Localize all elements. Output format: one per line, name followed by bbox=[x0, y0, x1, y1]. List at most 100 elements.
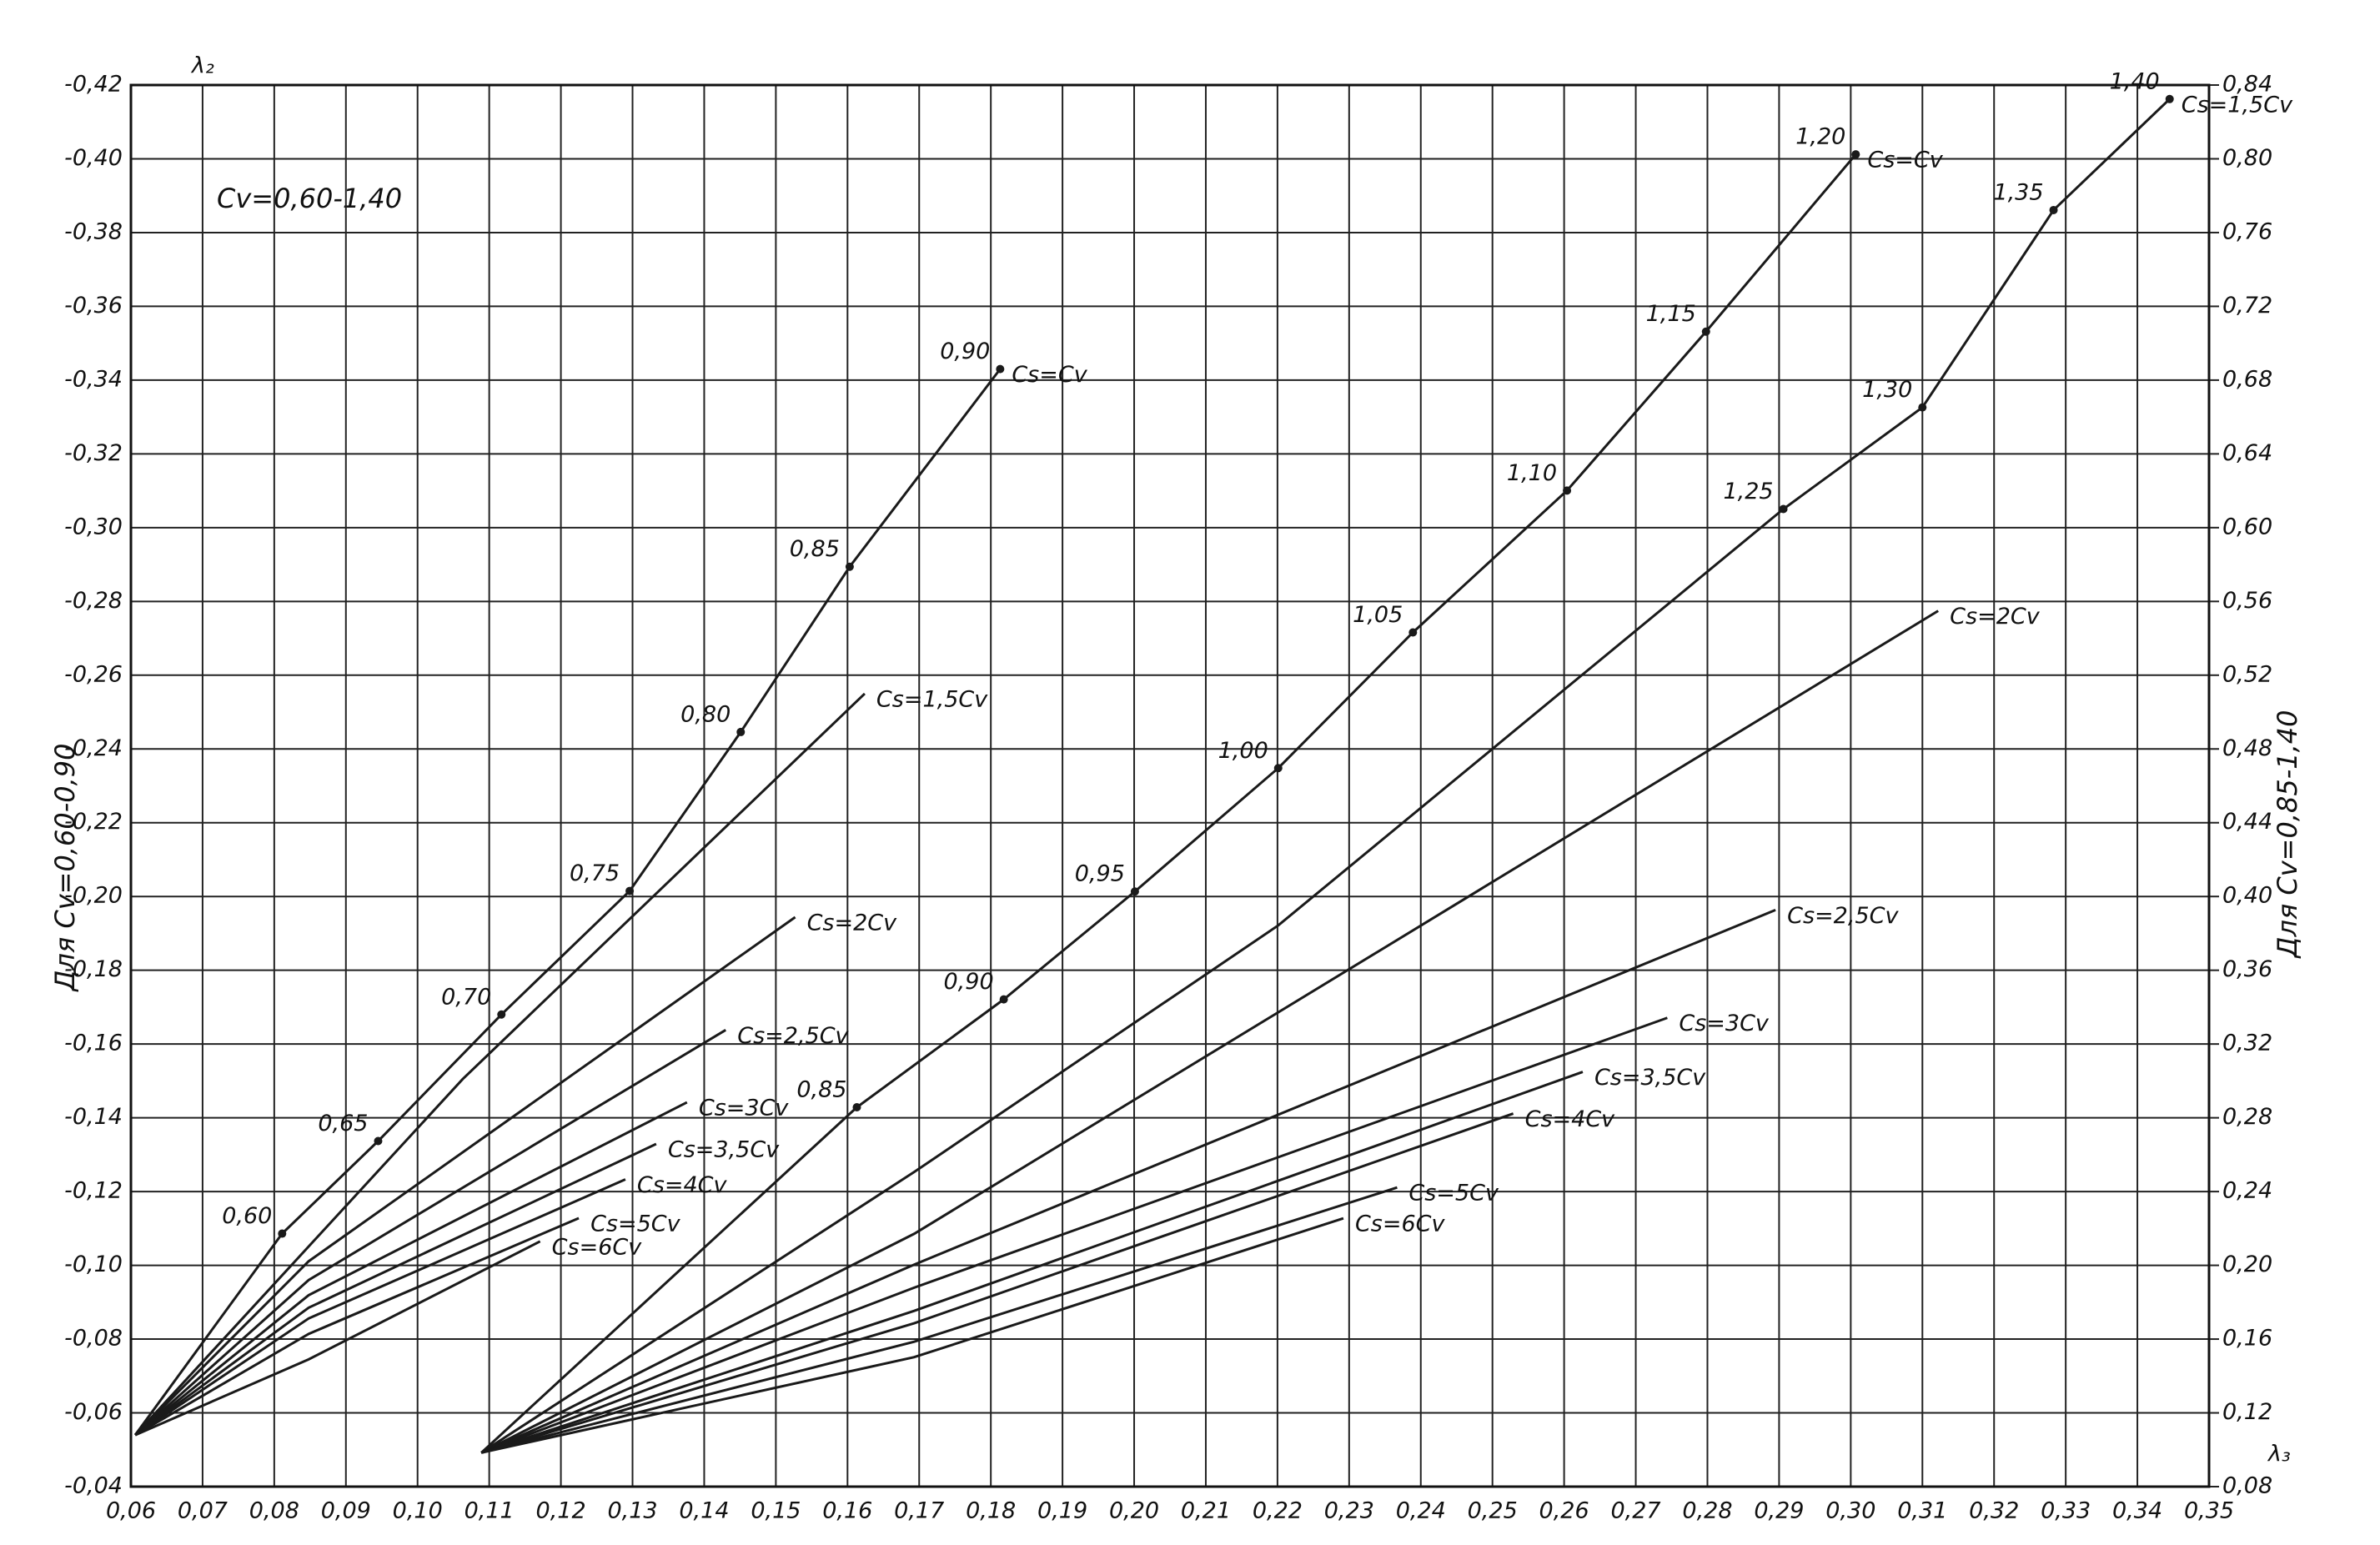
x-tick-label: 0,14 bbox=[679, 1498, 729, 1524]
y2-tick-label: 0,08 bbox=[2222, 1473, 2272, 1499]
y2-axis-title: Для Cv=0,85-1,40 bbox=[2272, 710, 2303, 959]
plot-frame bbox=[129, 83, 2211, 1488]
curve-label: Cs=3Cv bbox=[1679, 1011, 1770, 1036]
curve bbox=[480, 153, 1857, 1454]
point bbox=[625, 886, 635, 895]
point-label: 1,15 bbox=[1646, 301, 1696, 327]
point-label: 1,25 bbox=[1723, 479, 1773, 504]
point bbox=[278, 1229, 287, 1238]
x-tick-label: 0,17 bbox=[894, 1498, 944, 1524]
y2-tick-label: 0,76 bbox=[2222, 218, 2272, 244]
y2-tick-label: 0,24 bbox=[2222, 1178, 2272, 1204]
point bbox=[996, 364, 1005, 374]
curve-label: Cs=3,5Cv bbox=[1594, 1065, 1706, 1091]
point-label: 0,95 bbox=[1075, 861, 1125, 887]
curve-label: Cs=2,5Cv bbox=[1787, 903, 1899, 929]
y-tick-label: -0,28 bbox=[64, 588, 123, 614]
curve-label: Cs=5Cv bbox=[590, 1211, 681, 1237]
curve-label: Cs=1,5Cv bbox=[876, 686, 988, 712]
chart-title: Cv=0,60-1,40 bbox=[217, 183, 402, 214]
point bbox=[852, 1103, 861, 1112]
curve-label: Cs=2Cv bbox=[1950, 604, 2041, 630]
point-label: 0,90 bbox=[944, 969, 994, 995]
point bbox=[845, 562, 854, 571]
x-tick-label: 0,26 bbox=[1539, 1498, 1589, 1524]
point-label: 0,60 bbox=[222, 1203, 272, 1229]
point bbox=[1779, 504, 1788, 514]
y2-tick-label: 0,84 bbox=[2222, 72, 2272, 98]
point-label: 1,05 bbox=[1353, 602, 1403, 628]
y-tick-label: -0,12 bbox=[64, 1178, 123, 1204]
point bbox=[374, 1136, 383, 1146]
x-tick-label: 0,25 bbox=[1468, 1498, 1518, 1524]
curve bbox=[480, 98, 2171, 1454]
y-tick-label: -0,18 bbox=[64, 956, 123, 982]
y-tick-label: -0,40 bbox=[64, 145, 123, 171]
point-label: 0,65 bbox=[318, 1111, 368, 1136]
point-label: 1,00 bbox=[1218, 738, 1268, 764]
y-symbol: λ₂ bbox=[190, 53, 214, 79]
point bbox=[1851, 150, 1860, 159]
curve-label: Cs=Cv bbox=[1012, 362, 1087, 388]
x-tick-label: 0,20 bbox=[1109, 1498, 1159, 1524]
x-tick-label: 0,30 bbox=[1825, 1498, 1875, 1524]
y-tick-label: -0,42 bbox=[64, 72, 123, 98]
point-label: 0,75 bbox=[570, 860, 620, 886]
curve bbox=[134, 1029, 726, 1437]
point-label: 1,35 bbox=[1993, 179, 2043, 205]
curve bbox=[134, 1101, 688, 1437]
point-label: 0,90 bbox=[940, 339, 990, 364]
curve bbox=[134, 1216, 580, 1437]
point bbox=[736, 727, 746, 736]
y2-tick-label: 0,20 bbox=[2222, 1252, 2272, 1277]
x-tick-label: 0,18 bbox=[966, 1498, 1016, 1524]
x-tick-label: 0,27 bbox=[1610, 1498, 1660, 1524]
curve bbox=[480, 1216, 1344, 1454]
curve bbox=[134, 692, 866, 1437]
point-label: 1,20 bbox=[1795, 124, 1845, 150]
x-tick-label: 0,11 bbox=[464, 1498, 515, 1524]
curve-label: Cs=3Cv bbox=[699, 1096, 790, 1121]
x-tick-label: 0,28 bbox=[1682, 1498, 1732, 1524]
y-tick-label: -0,20 bbox=[64, 883, 123, 909]
point bbox=[2049, 205, 2058, 214]
y2-tick-label: 0,48 bbox=[2222, 735, 2272, 761]
x-tick-label: 0,31 bbox=[1897, 1498, 1947, 1524]
y-tick-label: -0,14 bbox=[64, 1104, 123, 1130]
x-tick-label: 0,23 bbox=[1324, 1498, 1374, 1524]
x-tick-label: 0,16 bbox=[822, 1498, 872, 1524]
point bbox=[2165, 94, 2174, 103]
point bbox=[1408, 628, 1418, 637]
x-tick-label: 0,06 bbox=[106, 1498, 156, 1524]
y2-tick-label: 0,60 bbox=[2222, 514, 2272, 539]
point bbox=[1130, 887, 1139, 896]
point bbox=[1273, 764, 1283, 773]
curve-label: Cs=4Cv bbox=[637, 1172, 728, 1198]
x-tick-label: 0,24 bbox=[1396, 1498, 1446, 1524]
x-tick-label: 0,19 bbox=[1037, 1498, 1087, 1524]
x-tick-label: 0,10 bbox=[393, 1498, 443, 1524]
y-tick-label: -0,16 bbox=[64, 1031, 123, 1056]
y2-tick-label: 0,16 bbox=[2222, 1326, 2272, 1352]
point bbox=[497, 1010, 506, 1019]
curve-label: Cs=6Cv bbox=[1355, 1211, 1446, 1237]
curve-label: Cs=4Cv bbox=[1525, 1106, 1616, 1132]
x-tick-label: 0,33 bbox=[2041, 1498, 2091, 1524]
curve bbox=[134, 1240, 541, 1437]
y2-tick-label: 0,64 bbox=[2222, 440, 2272, 466]
x-tick-label: 0,22 bbox=[1253, 1498, 1303, 1524]
y-tick-label: -0,08 bbox=[64, 1326, 123, 1352]
curve-label: Cs=6Cv bbox=[552, 1234, 643, 1260]
curve bbox=[480, 1016, 1668, 1454]
y2-tick-label: 0,40 bbox=[2222, 883, 2272, 909]
x-tick-label: 0,21 bbox=[1181, 1498, 1231, 1524]
point-label: 1,10 bbox=[1507, 460, 1557, 486]
point-label: 0,85 bbox=[790, 536, 840, 562]
point bbox=[1563, 486, 1572, 495]
x-tick-label: 0,35 bbox=[2184, 1498, 2234, 1524]
y-tick-label: -0,10 bbox=[64, 1252, 123, 1277]
y-tick-label: -0,38 bbox=[64, 218, 123, 244]
curve-label: Cs=2,5Cv bbox=[737, 1023, 849, 1049]
y-tick-label: -0,36 bbox=[64, 293, 123, 319]
y2-tick-label: 0,80 bbox=[2222, 145, 2272, 171]
